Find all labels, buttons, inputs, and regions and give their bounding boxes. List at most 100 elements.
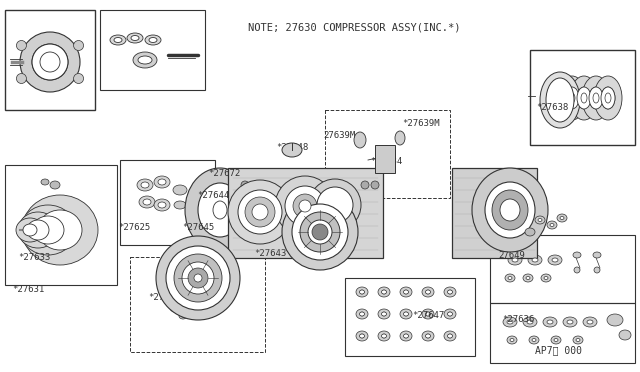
Ellipse shape bbox=[40, 52, 60, 72]
Ellipse shape bbox=[503, 317, 517, 327]
Ellipse shape bbox=[156, 236, 240, 320]
Ellipse shape bbox=[317, 187, 353, 223]
Ellipse shape bbox=[601, 87, 615, 109]
Ellipse shape bbox=[574, 267, 580, 273]
Ellipse shape bbox=[540, 72, 580, 128]
Ellipse shape bbox=[500, 199, 520, 221]
Ellipse shape bbox=[448, 312, 452, 316]
Ellipse shape bbox=[42, 54, 58, 70]
Ellipse shape bbox=[554, 339, 558, 341]
Ellipse shape bbox=[74, 74, 84, 83]
Ellipse shape bbox=[184, 304, 194, 312]
Ellipse shape bbox=[581, 93, 587, 103]
Ellipse shape bbox=[17, 41, 26, 51]
Ellipse shape bbox=[256, 181, 264, 189]
Ellipse shape bbox=[557, 93, 563, 103]
Ellipse shape bbox=[22, 195, 98, 265]
Ellipse shape bbox=[426, 290, 431, 294]
Bar bbox=[452, 168, 537, 258]
Ellipse shape bbox=[528, 255, 542, 265]
Ellipse shape bbox=[589, 87, 603, 109]
Text: *27643: *27643 bbox=[254, 248, 286, 257]
Ellipse shape bbox=[583, 317, 597, 327]
Ellipse shape bbox=[577, 87, 591, 109]
Ellipse shape bbox=[447, 290, 452, 294]
Ellipse shape bbox=[426, 312, 431, 316]
Bar bbox=[530, 50, 635, 145]
Ellipse shape bbox=[179, 313, 187, 319]
Ellipse shape bbox=[404, 290, 408, 294]
Ellipse shape bbox=[593, 252, 601, 258]
Ellipse shape bbox=[403, 290, 408, 294]
Ellipse shape bbox=[360, 290, 364, 294]
Ellipse shape bbox=[20, 205, 76, 255]
Ellipse shape bbox=[285, 186, 325, 226]
Ellipse shape bbox=[114, 38, 122, 42]
Ellipse shape bbox=[170, 304, 180, 312]
Ellipse shape bbox=[360, 312, 365, 316]
Ellipse shape bbox=[275, 176, 335, 236]
Ellipse shape bbox=[201, 307, 205, 310]
Ellipse shape bbox=[448, 290, 452, 294]
Ellipse shape bbox=[17, 74, 26, 83]
Ellipse shape bbox=[541, 274, 551, 282]
Ellipse shape bbox=[444, 331, 456, 341]
Ellipse shape bbox=[174, 254, 222, 302]
Ellipse shape bbox=[547, 221, 557, 229]
Ellipse shape bbox=[20, 32, 80, 92]
Ellipse shape bbox=[378, 331, 390, 341]
Ellipse shape bbox=[360, 334, 364, 338]
Ellipse shape bbox=[400, 287, 412, 297]
Ellipse shape bbox=[526, 276, 530, 279]
Ellipse shape bbox=[127, 33, 143, 43]
Bar bbox=[345, 278, 475, 356]
Ellipse shape bbox=[577, 87, 591, 109]
Text: *27634: *27634 bbox=[370, 157, 403, 167]
Ellipse shape bbox=[300, 212, 340, 252]
Ellipse shape bbox=[137, 179, 153, 191]
Ellipse shape bbox=[213, 201, 227, 219]
Ellipse shape bbox=[32, 216, 64, 244]
Ellipse shape bbox=[182, 262, 214, 294]
Text: *27645: *27645 bbox=[182, 224, 214, 232]
Bar bbox=[375, 145, 395, 173]
Ellipse shape bbox=[41, 179, 49, 185]
Ellipse shape bbox=[27, 220, 49, 240]
Ellipse shape bbox=[299, 200, 311, 212]
Ellipse shape bbox=[525, 228, 535, 236]
Ellipse shape bbox=[492, 190, 528, 230]
Ellipse shape bbox=[195, 315, 198, 317]
Ellipse shape bbox=[400, 309, 412, 319]
Ellipse shape bbox=[472, 168, 548, 252]
Ellipse shape bbox=[546, 76, 574, 120]
Ellipse shape bbox=[360, 290, 365, 294]
Ellipse shape bbox=[512, 258, 518, 262]
Text: *27637: *27637 bbox=[510, 192, 542, 201]
Ellipse shape bbox=[173, 307, 177, 310]
Ellipse shape bbox=[381, 290, 387, 294]
Ellipse shape bbox=[532, 339, 536, 341]
Ellipse shape bbox=[241, 181, 249, 189]
Ellipse shape bbox=[547, 320, 553, 324]
Ellipse shape bbox=[360, 334, 365, 338]
Ellipse shape bbox=[570, 76, 598, 120]
Ellipse shape bbox=[619, 330, 631, 340]
Text: *27638: *27638 bbox=[536, 103, 568, 112]
Ellipse shape bbox=[182, 315, 184, 317]
Ellipse shape bbox=[378, 287, 390, 297]
Ellipse shape bbox=[404, 312, 408, 316]
Ellipse shape bbox=[282, 143, 302, 157]
Text: AP7⁄ 000: AP7⁄ 000 bbox=[535, 345, 582, 355]
Ellipse shape bbox=[23, 224, 37, 236]
Bar bbox=[5, 10, 95, 110]
Ellipse shape bbox=[131, 35, 139, 41]
Bar bbox=[325, 110, 450, 198]
Text: *27648: *27648 bbox=[276, 144, 308, 153]
Ellipse shape bbox=[573, 336, 583, 344]
Ellipse shape bbox=[38, 210, 82, 250]
Ellipse shape bbox=[529, 336, 539, 344]
Ellipse shape bbox=[548, 255, 562, 265]
Ellipse shape bbox=[508, 276, 512, 279]
Ellipse shape bbox=[18, 212, 58, 248]
Text: *27636: *27636 bbox=[502, 315, 534, 324]
